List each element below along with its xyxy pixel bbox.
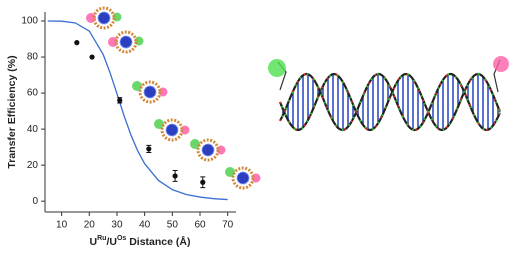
- x-tick-label: 10: [56, 220, 68, 231]
- x-axis-label: URu/UOs Distance (Å): [90, 235, 191, 248]
- ring: [92, 6, 116, 30]
- blob: [190, 139, 200, 149]
- y-tick-label: 40: [27, 124, 39, 135]
- y-tick-label: 100: [21, 16, 38, 27]
- blob: [108, 37, 118, 47]
- molecule-icons: [86, 6, 261, 190]
- y-tick-label: 20: [27, 160, 39, 171]
- ring: [138, 80, 162, 104]
- ring: [196, 138, 220, 162]
- core: [143, 85, 157, 99]
- y-axis-label: Transfer Efficiency (%): [6, 55, 18, 168]
- dna-structure: [268, 56, 509, 132]
- data-point: [74, 40, 80, 46]
- data-point: [172, 173, 178, 179]
- green-label: [268, 59, 286, 77]
- x-label-part: /U: [106, 236, 117, 248]
- x-label-part: Distance (Å): [126, 235, 190, 248]
- core: [201, 143, 215, 157]
- y-tick-label: 0: [32, 196, 38, 207]
- core: [236, 171, 250, 185]
- y-tick-label: 60: [27, 88, 39, 99]
- blob: [225, 167, 235, 177]
- x-tick-label: 20: [84, 220, 96, 231]
- pink-label: [493, 56, 509, 72]
- x-tick-label: 30: [111, 220, 123, 231]
- ring: [114, 30, 138, 54]
- x-tick-label: 70: [222, 220, 234, 231]
- x-label-sup: Ru: [97, 235, 106, 242]
- data-point: [117, 97, 123, 103]
- ring: [160, 118, 184, 142]
- data-point: [200, 179, 206, 185]
- data-point: [146, 146, 152, 152]
- core: [165, 123, 179, 137]
- x-tick-label: 40: [139, 220, 151, 231]
- x-label-sup: Os: [117, 235, 126, 242]
- x-tick-label: 60: [194, 220, 206, 231]
- fit-curve: [47, 20, 228, 201]
- backbone-atoms: [279, 72, 501, 132]
- core: [119, 35, 133, 49]
- x-label-part: U: [90, 236, 98, 248]
- blob: [154, 119, 164, 129]
- blob: [132, 81, 142, 91]
- y-tick-label: 80: [27, 52, 39, 63]
- data-point: [89, 54, 95, 60]
- blob: [86, 13, 96, 23]
- core: [97, 11, 111, 25]
- backbone: [278, 72, 502, 132]
- ring: [231, 166, 255, 190]
- x-tick-label: 50: [167, 220, 179, 231]
